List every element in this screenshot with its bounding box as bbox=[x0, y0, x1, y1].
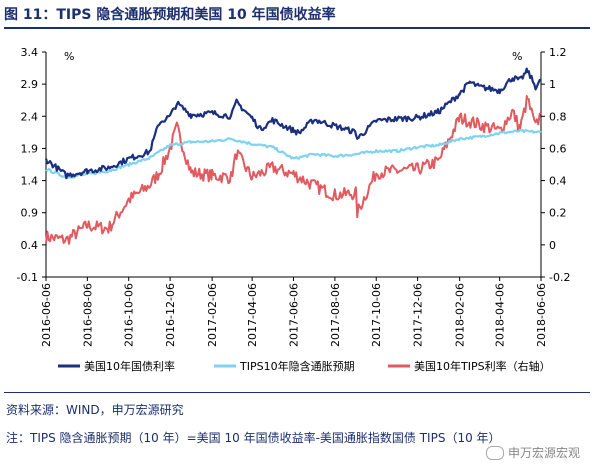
x-ticks: 2016-06-06 2016-08-06 2016-10-06 2016-12-06… bbox=[40, 277, 548, 347]
figure-title: 图 11：TIPS 隐含通胀预期和美国 10 年国债收益率 bbox=[4, 7, 336, 23]
watermark: 申万宏源宏观 bbox=[486, 444, 580, 461]
series-lines bbox=[44, 67, 542, 245]
y-tick-left-label: 1.9 bbox=[21, 142, 39, 155]
y-tick-right-label: -0.2 bbox=[549, 271, 570, 284]
y-ticks-left: 3.4 2.9 2.4 1.9 1.4 0.9 0.4 -0.1 bbox=[17, 46, 46, 284]
y-tick-left-label: -0.1 bbox=[17, 271, 38, 284]
series-line-3 bbox=[45, 94, 542, 245]
series-line-2 bbox=[45, 128, 542, 180]
x-tick-label: 2017-02-06 bbox=[206, 283, 219, 347]
legend-label: 美国10年TIPS利率（右轴） bbox=[414, 359, 551, 373]
y-tick-right-label: 1 bbox=[549, 78, 556, 91]
title-divider bbox=[4, 27, 590, 29]
right-unit-label: % bbox=[512, 50, 522, 63]
y-tick-right-label: 0.4 bbox=[549, 175, 567, 188]
x-tick-label: 2016-06-06 bbox=[40, 283, 53, 347]
footer-divider bbox=[4, 392, 590, 393]
y-tick-right-label: 0.2 bbox=[549, 207, 567, 220]
y-tick-left-label: 0.9 bbox=[21, 207, 39, 220]
line-chart: % % 3.4 2.9 2.4 1.9 1.4 0.9 0.4 -0.1 1.2 1 0.8 0.6… bbox=[17, 46, 571, 373]
x-tick-label: 2018-02-06 bbox=[454, 283, 467, 347]
x-tick-label: 2016-12-06 bbox=[164, 283, 177, 347]
watermark-text: 申万宏源宏观 bbox=[508, 446, 581, 460]
y-tick-right-label: 0.6 bbox=[549, 142, 567, 155]
y-tick-left-label: 0.4 bbox=[21, 239, 39, 252]
legend-label: 美国10年国债利率 bbox=[84, 359, 175, 373]
y-tick-left-label: 3.4 bbox=[21, 46, 39, 59]
x-tick-label: 2016-08-06 bbox=[81, 283, 94, 347]
legend-label: TIPS10年隐含通胀预期 bbox=[239, 359, 355, 373]
source-note: 资料来源：WIND，申万宏源研究 bbox=[6, 403, 184, 417]
footnote: 注：TIPS 隐含通胀预期（10 年）=美国 10 年国债收益率-美国通胀指数国… bbox=[6, 431, 501, 445]
y-tick-left-label: 1.4 bbox=[21, 175, 39, 188]
y-tick-right-label: 1.2 bbox=[549, 46, 567, 59]
x-tick-label: 2017-08-06 bbox=[329, 283, 342, 347]
x-tick-label: 2017-10-06 bbox=[370, 283, 383, 347]
legend: 美国10年国债利率 TIPS10年隐含通胀预期 美国10年TIPS利率（右轴） bbox=[58, 359, 551, 373]
y-tick-left-label: 2.9 bbox=[21, 78, 39, 91]
series-line-1 bbox=[44, 67, 542, 180]
x-tick-label: 2017-04-06 bbox=[246, 283, 259, 347]
y-ticks-right: 1.2 1 0.8 0.6 0.4 0.2 0 -0.2 bbox=[541, 46, 570, 284]
wechat-icon bbox=[486, 445, 504, 460]
x-tick-label: 2017-06-06 bbox=[288, 283, 301, 347]
x-tick-label: 2016-10-06 bbox=[123, 283, 136, 347]
x-tick-label: 2018-04-06 bbox=[494, 283, 507, 347]
left-unit-label: % bbox=[64, 50, 74, 63]
y-tick-right-label: 0.8 bbox=[549, 110, 567, 123]
y-tick-right-label: 0 bbox=[549, 239, 556, 252]
x-tick-label: 2017-12-06 bbox=[412, 283, 425, 347]
y-tick-left-label: 2.4 bbox=[21, 110, 39, 123]
x-tick-label: 2018-06-06 bbox=[535, 283, 548, 347]
plot-frame bbox=[45, 52, 542, 278]
